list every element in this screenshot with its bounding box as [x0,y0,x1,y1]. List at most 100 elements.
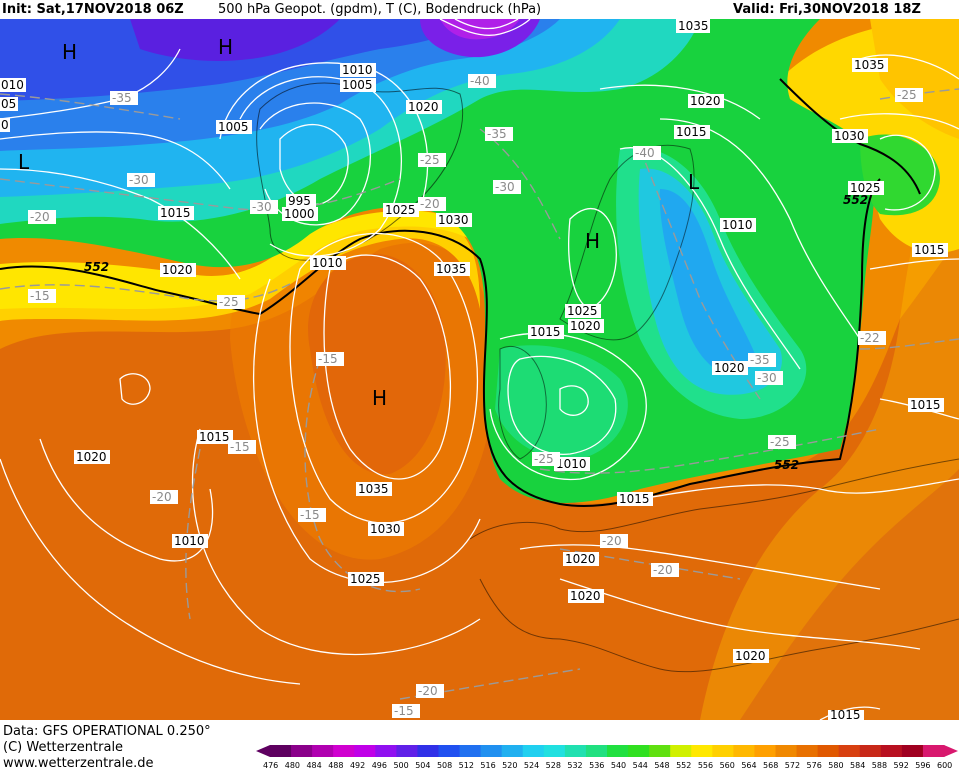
svg-text:1015: 1015 [914,243,945,257]
colorbar-arrow-right [944,745,958,757]
svg-text:-40: -40 [635,146,655,160]
svg-text:-20: -20 [420,197,440,211]
colorbar-tick-label: 564 [741,761,756,770]
height-label: 552 [774,458,799,472]
isobar-low-north [439,19,531,36]
temp-label: -20 [600,534,628,548]
isobar-1025-ne [879,134,936,211]
colorbar-cell [459,745,482,757]
colorbar-cell [649,745,671,757]
pressure-label: 0 [0,118,10,132]
pressure-label: 1030 [436,213,472,227]
pressure-label: 1010 [340,63,376,77]
svg-text:1015: 1015 [830,708,861,720]
orange-ring [230,208,496,560]
svg-text:-20: -20 [418,684,438,698]
colorbar-cell [733,745,755,757]
isobar-1015-sw [39,438,214,562]
isobar-1015-se [819,706,881,720]
colorbar-cell [354,745,376,757]
isobars [0,19,959,720]
pressure-label: 1015 [912,243,948,257]
isobar-1020-med2 [559,578,921,650]
temp-label: -30 [250,200,278,214]
colorbar-tick-label: 600 [937,761,952,770]
scandinavia-outline [559,144,695,341]
svg-text:-30: -30 [129,173,149,187]
colorbar-cell [922,745,945,757]
pressure-label: 1015 [828,708,864,720]
svg-text:-25: -25 [897,88,917,102]
colorbar-cell [691,745,713,757]
temp-label: -25 [768,435,796,449]
pressure-label: 1010 [172,534,208,548]
colorbar-cell [775,745,798,757]
colorbar-tick-label: 476 [263,761,278,770]
svg-text:1010: 1010 [174,534,205,548]
pressure-label: 1025 [565,304,601,318]
ne-gold [870,19,959,139]
isobar-1025-scand [568,208,617,310]
isobar-1025-high [253,278,481,584]
colorbar-tick-label: 480 [285,761,300,770]
height-label: 552 [843,193,868,207]
svg-text:-15: -15 [230,440,250,454]
pressure-label: 1035 [676,19,710,33]
colorbar-cell [796,745,819,757]
pressure-label: 05 [0,97,18,111]
svg-text:010: 010 [1,78,24,92]
colorbar-tick-label: 580 [828,761,843,770]
pressure-label: 1020 [568,319,604,333]
colorbar-cell [375,745,397,757]
svg-text:1015: 1015 [910,398,941,412]
svg-text:1020: 1020 [570,319,601,333]
ne-green-tongue [860,134,940,216]
temp-label: -15 [228,440,256,454]
colorbar-tick-label: 524 [524,761,539,770]
temp-label: -40 [633,146,661,160]
svg-text:0: 0 [1,118,9,132]
contour-552-ne [779,78,921,195]
isotherm-11 [859,338,959,350]
temp-label: -35 [110,91,138,105]
isotherm-4 [304,358,421,593]
isobar-1020-sw [191,428,481,656]
colorbar: 476 480 484 488 492 496 500 504 508 512 516 520 524 5… [256,745,958,770]
temp-label: -30 [127,173,155,187]
svg-text:-22: -22 [860,331,880,345]
colorbar-cell [859,745,882,757]
colorbar-cell [564,745,587,757]
colorbar-tick-label: 592 [894,761,909,770]
colorbar-cell [480,745,503,757]
height-label: 552 [84,260,109,274]
temp-label: -20 [28,210,56,224]
colorbar-cell [417,745,439,757]
colorbar-tick-label: 488 [328,761,343,770]
data-source: Data: GFS OPERATIONAL 0.250° [3,724,211,739]
colorbar-cell [585,745,608,757]
isobar-small-northsea [559,385,589,416]
svg-text:1010: 1010 [556,457,587,471]
isobar-1020-north [599,84,761,120]
isotherm-8 [539,428,881,474]
svg-text:1010: 1010 [312,256,343,270]
nw-purple [130,19,340,61]
temp-label: -15 [298,508,326,522]
pressure-label: 1010 [310,256,346,270]
colorbar-cell [670,745,692,757]
website-link[interactable]: www.wetterzentrale.de [3,756,154,771]
yellow-band [0,210,485,309]
east-gold-tint [700,159,959,720]
pressure-label: 1025 [848,181,884,195]
temp-label: -15 [316,352,344,366]
svg-text:-25: -25 [770,435,790,449]
pressure-center-l-2: L [688,170,700,194]
svg-text:-30: -30 [757,371,777,385]
svg-text:-30: -30 [252,200,272,214]
temp-label: -25 [418,153,446,167]
colorbar-tick-label: 568 [763,761,778,770]
isobar-1000-low [259,102,372,226]
pressure-label: 1015 [197,430,233,444]
isobar-1020-w [0,458,301,685]
svg-text:-15: -15 [300,508,320,522]
